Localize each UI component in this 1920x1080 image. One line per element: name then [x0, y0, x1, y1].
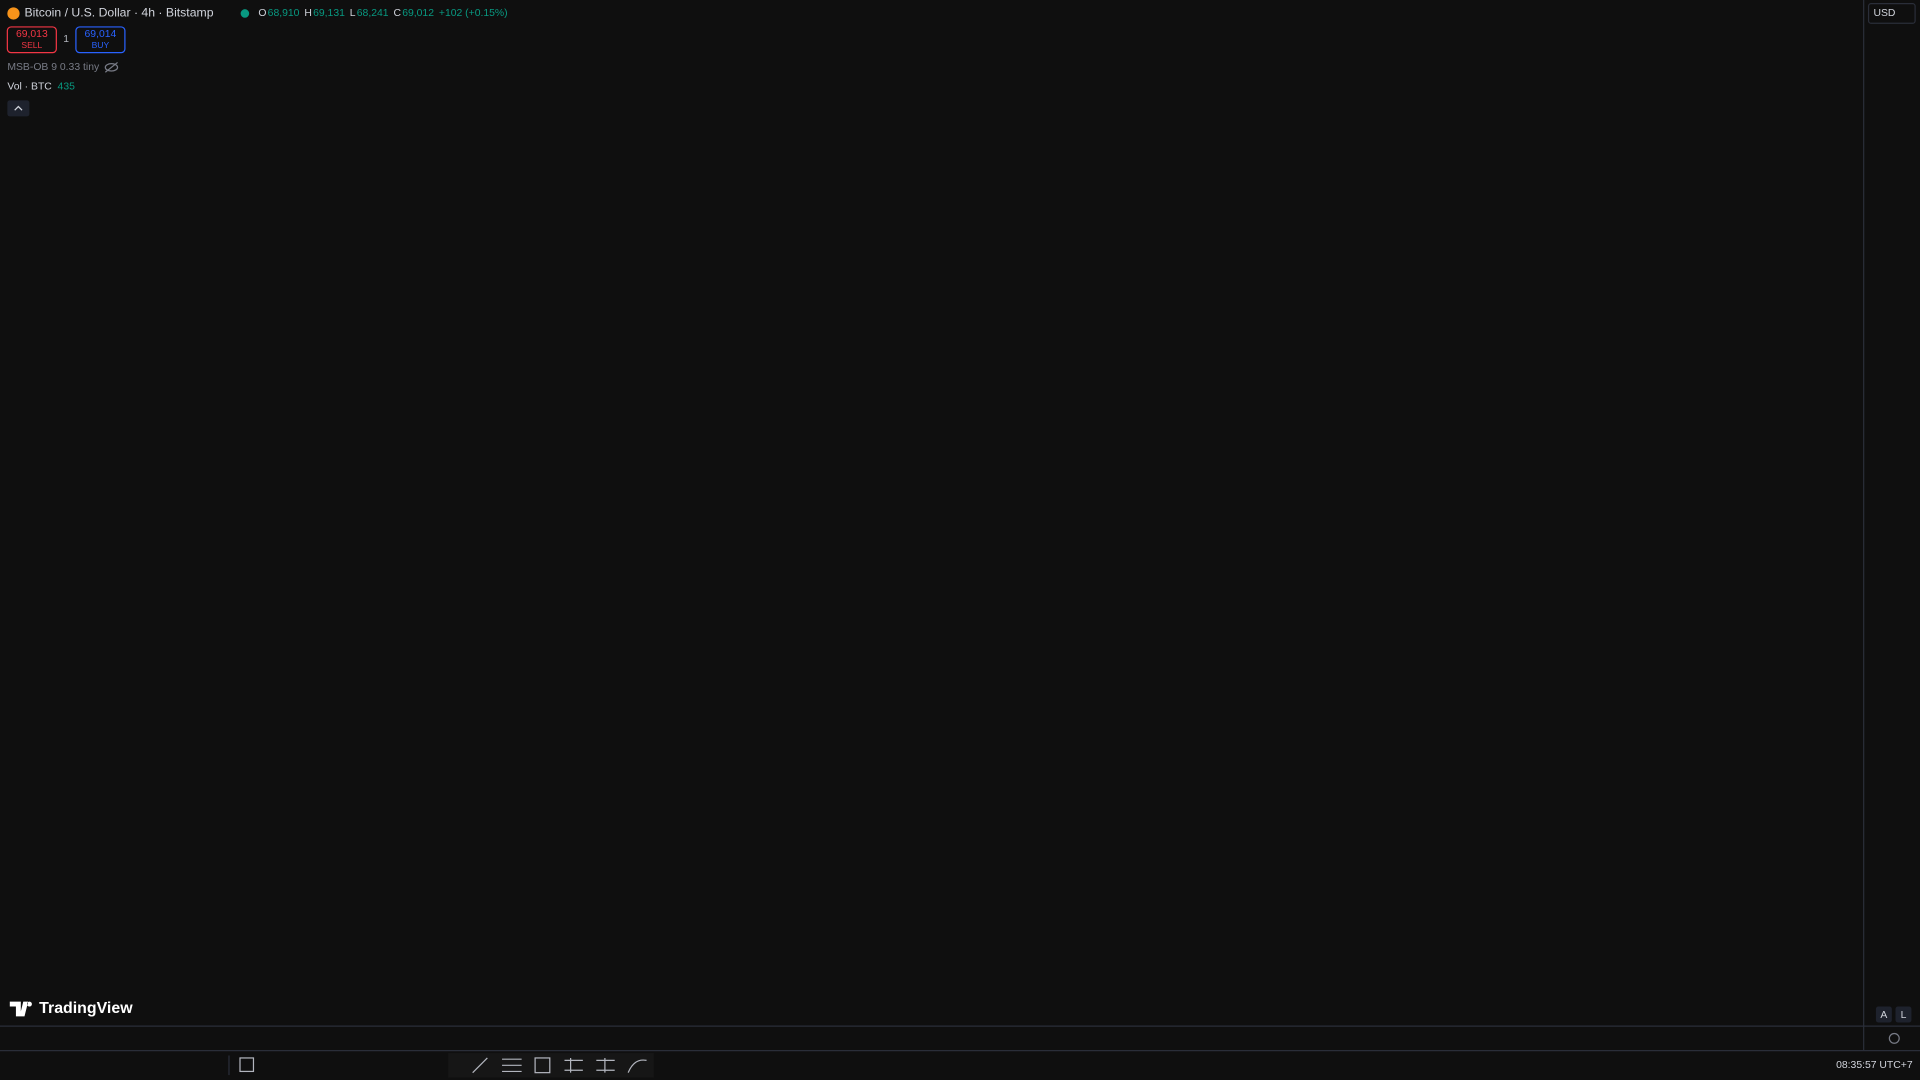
sell-button[interactable]: [6, 26, 57, 54]
tool-channel[interactable]: [564, 1057, 583, 1073]
tool-brush[interactable]: [627, 1059, 647, 1073]
log-button[interactable]: [1895, 1006, 1912, 1023]
ohlc-key: L: [350, 8, 356, 19]
sell-label[interactable]: SELL: [21, 40, 42, 50]
buy-button[interactable]: [75, 26, 126, 54]
auto-button[interactable]: [1875, 1006, 1892, 1023]
tool-strip: [448, 1053, 654, 1078]
ohlc-legend: O 68,910 H 69,131 L 68,241 C 69,012: [258, 8, 434, 19]
market-status: [240, 9, 250, 18]
spread: 1: [63, 34, 69, 45]
ohlc-value: 69,131: [313, 8, 345, 19]
auto-label[interactable]: A: [1880, 1010, 1887, 1021]
clock[interactable]: 08:35:57 UTC+7: [1836, 1060, 1913, 1071]
ohlc-key: H: [304, 8, 312, 19]
ohlc-key: C: [393, 8, 401, 19]
settings-icon[interactable]: [1888, 1032, 1900, 1044]
buy-label[interactable]: BUY: [92, 40, 110, 50]
ohlc-key: O: [258, 8, 266, 19]
symbol-title[interactable]: Bitcoin / U.S. Dollar · 4h · Bitstamp: [24, 6, 213, 20]
tool-pitchfork[interactable]: [596, 1057, 615, 1073]
ohlc-value: 68,910: [268, 8, 300, 19]
tool-rect[interactable]: [534, 1057, 551, 1074]
eye-icon[interactable]: [104, 61, 119, 73]
logo-icon: [9, 1001, 32, 1017]
ohlc-value: 68,241: [357, 8, 389, 19]
tool-trend[interactable]: [472, 1057, 488, 1074]
indicator-title[interactable]: MSB-OB 9 0.33 tiny: [7, 62, 100, 73]
currency[interactable]: USD: [1873, 8, 1895, 19]
price-change: +102 (+0.15%): [439, 8, 508, 19]
date-range-icon[interactable]: [239, 1057, 255, 1073]
coin-icon: [7, 7, 20, 20]
drawing-tools: [239, 1053, 654, 1078]
sell-price[interactable]: 69,013: [16, 29, 48, 40]
buy-price[interactable]: 69,014: [85, 29, 117, 40]
tool-fib[interactable]: [502, 1058, 522, 1073]
ohlc-value: 69,012: [402, 8, 434, 19]
currency-button[interactable]: [1867, 3, 1916, 24]
collapse-button[interactable]: [7, 100, 30, 117]
volume-title[interactable]: Vol · BTC: [7, 82, 52, 93]
log-label[interactable]: L: [1901, 1010, 1907, 1021]
logo[interactable]: TradingView: [39, 1000, 133, 1017]
collapse-icon: [14, 105, 23, 111]
volume-legend-value: 435: [58, 82, 76, 93]
